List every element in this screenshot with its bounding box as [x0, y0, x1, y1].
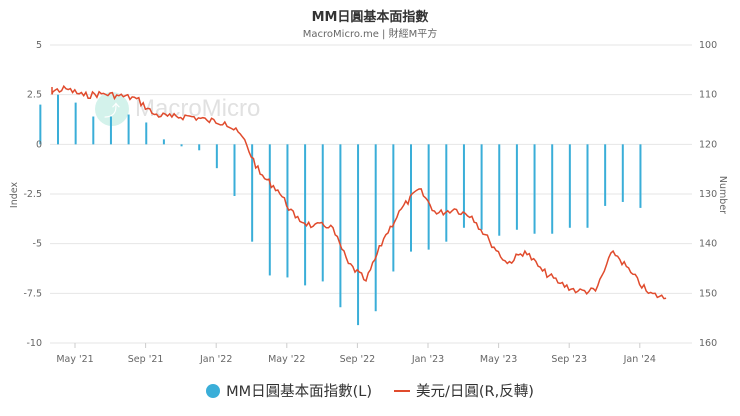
svg-text:130: 130: [699, 189, 717, 200]
legend: MM日圓基本面指數(L) 美元/日圓(R,反轉): [0, 380, 740, 401]
circle-marker-icon: [206, 383, 221, 398]
svg-text:0: 0: [36, 139, 42, 150]
svg-text:140: 140: [699, 239, 717, 250]
legend-item-usdjpy[interactable]: 美元/日圓(R,反轉): [394, 380, 534, 401]
svg-text:Jan '22: Jan '22: [199, 354, 232, 365]
right-axis-ticks: 100 110 120 130 140 150 160: [699, 40, 717, 349]
svg-text:100: 100: [699, 40, 717, 51]
legend-item-mm-index[interactable]: MM日圓基本面指數(L): [206, 380, 372, 401]
bar-series-mm-index[interactable]: [39, 94, 642, 326]
x-axis-ticks: May '21 Sep '21 Jan '22 May '22 Sep '22 Jan '…: [56, 354, 656, 365]
chart-subtitle: MacroMicro.me | 財經M平方: [302, 29, 438, 40]
svg-text:-7.5: -7.5: [23, 288, 42, 299]
svg-text:Jan '23: Jan '23: [411, 354, 444, 365]
line-marker-icon: [394, 389, 411, 392]
line-series-usdjpy[interactable]: [51, 84, 667, 300]
svg-text:Sep '21: Sep '21: [128, 354, 164, 365]
svg-text:Jan '24: Jan '24: [623, 354, 656, 365]
svg-text:May '21: May '21: [56, 354, 93, 365]
svg-text:-5: -5: [33, 239, 42, 250]
chart-title: MM日圓基本面指數: [311, 10, 429, 25]
svg-text:150: 150: [699, 288, 717, 299]
svg-text:May '23: May '23: [480, 354, 517, 365]
svg-text:160: 160: [699, 338, 717, 349]
left-axis-ticks: 5 2.5 0 -2.5 -5 -7.5 -10: [23, 40, 42, 349]
svg-text:May '22: May '22: [268, 354, 305, 365]
chart-plot: 5 2.5 0 -2.5 -5 -7.5 -10 100 110 120 130 140 150 160…: [9, 40, 728, 365]
svg-text:-10: -10: [26, 338, 42, 349]
svg-text:5: 5: [36, 40, 42, 51]
legend-label: MM日圓基本面指數(L): [226, 384, 373, 400]
svg-text:Sep '22: Sep '22: [340, 354, 376, 365]
left-axis-title: Index: [9, 182, 20, 209]
right-axis-title: Number: [717, 176, 728, 214]
legend-label: 美元/日圓(R,反轉): [416, 384, 534, 400]
svg-text:120: 120: [699, 139, 717, 150]
gridlines: [50, 44, 692, 348]
svg-text:110: 110: [699, 90, 717, 101]
svg-text:Sep '23: Sep '23: [551, 354, 587, 365]
svg-text:-2.5: -2.5: [23, 189, 42, 200]
svg-text:2.5: 2.5: [27, 90, 42, 101]
